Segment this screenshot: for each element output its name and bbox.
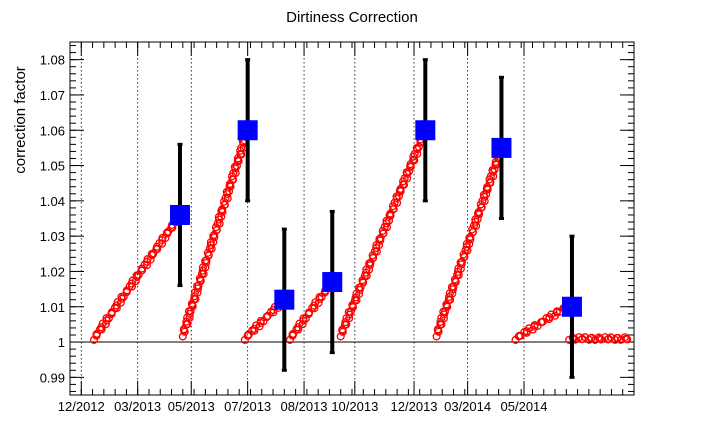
blue-marker-4 (415, 120, 436, 141)
x-tick-label-5: 10/2013 (331, 399, 378, 414)
y-tick-label-2: 1.01 (40, 300, 65, 315)
y-tick-label-0: 0.99 (40, 370, 65, 385)
x-tick-label-0: 12/2012 (58, 399, 105, 414)
y-tick-label-8: 1.07 (40, 88, 65, 103)
x-tick-label-6: 12/2013 (391, 399, 438, 414)
y-tick-label-9: 1.08 (40, 53, 65, 68)
data-point-segment-0 (143, 255, 152, 264)
data-point-segment-4 (414, 142, 423, 151)
data-point-segment-4 (348, 300, 357, 309)
data-point-segment-5 (490, 165, 499, 174)
plot-area: 0.99 1 1.01 1.02 1.03 1.04 1.05 1.06 1.07 1.08 12/… (40, 41, 635, 414)
x-tick-label-3: 07/2013 (224, 399, 271, 414)
data-point-segment-4 (404, 167, 413, 176)
blue-marker-5 (491, 137, 512, 158)
data-point-segment-4 (386, 211, 395, 220)
blue-marker-0 (169, 204, 190, 225)
blue-marker-1 (237, 120, 258, 141)
data-point-segment-2 (269, 308, 278, 317)
data-point-segment-1 (225, 187, 234, 196)
data-point-segment-5 (482, 190, 491, 199)
data-point-segment-4 (394, 192, 404, 201)
data-point-segment-5 (449, 282, 458, 291)
data-point-segment-1 (194, 281, 203, 290)
data-point-segment-0 (162, 228, 171, 237)
blue-marker-2 (274, 289, 295, 310)
data-point-segment-7 (595, 334, 604, 343)
x-tick-label-7: 03/2014 (444, 399, 491, 414)
blue-marker-6 (561, 296, 582, 317)
data-point-segment-2 (252, 321, 261, 330)
x-tick-label-8: 05/2014 (501, 399, 548, 414)
data-point-segment-4 (382, 219, 391, 228)
y-tick-label-3: 1.02 (40, 264, 65, 279)
chart-title: Dirtiness Correction (286, 9, 418, 26)
data-point-segment-5 (465, 233, 474, 243)
y-tick-label-1: 1 (58, 335, 65, 350)
data-point-segment-7 (620, 333, 629, 342)
x-tick-label-1: 03/2013 (114, 399, 161, 414)
data-point-segment-1 (210, 233, 219, 242)
data-point-segment-0 (158, 239, 167, 248)
data-point-segment-1 (202, 256, 211, 265)
data-point-segment-0 (127, 282, 137, 291)
x-tick-label-2: 05/2013 (168, 399, 215, 414)
x-tick-label-4: 08/2013 (281, 399, 328, 414)
data-point-segment-5 (466, 235, 475, 244)
data-point-segment-4 (358, 276, 367, 285)
data-point-segment-1 (209, 231, 218, 241)
data-point-segment-0 (142, 261, 152, 270)
y-tick-label-5: 1.04 (40, 194, 65, 209)
y-tick-label-6: 1.05 (40, 159, 65, 174)
data-point-segment-1 (232, 161, 241, 170)
data-point-segment-0 (158, 233, 167, 242)
y-axis-title: correction factor (12, 66, 29, 174)
y-tick-label-7: 1.06 (40, 123, 65, 138)
data-point-segment-7 (623, 335, 632, 344)
blue-marker-3 (322, 272, 343, 293)
y-tick-label-4: 1.03 (40, 229, 65, 244)
data-point-segment-4 (375, 235, 384, 244)
